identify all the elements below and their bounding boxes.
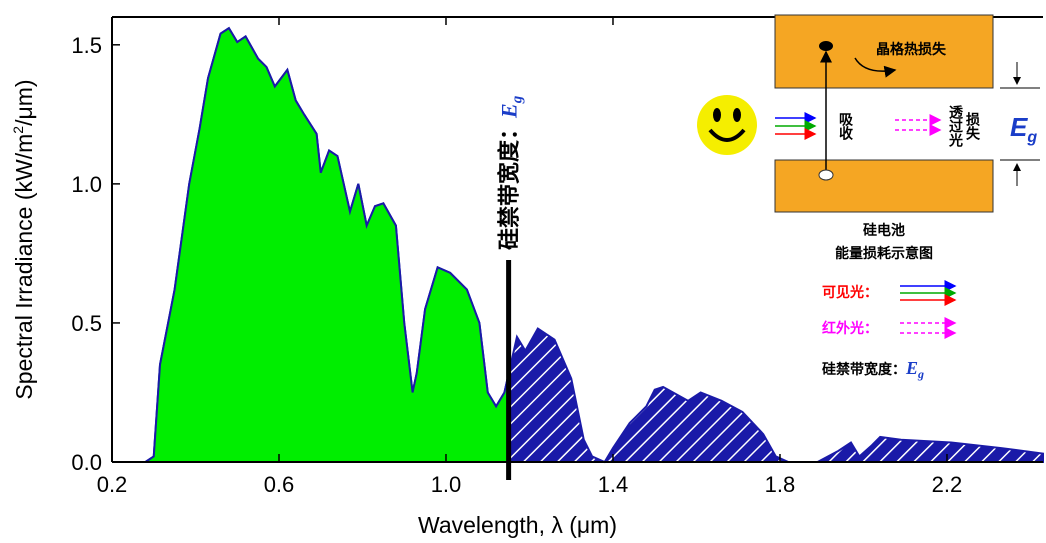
eye [733,108,741,122]
y-tick-label: 1.0 [71,172,102,197]
bandgap-label-text: 硅禁带宽度： [497,118,522,250]
x-tick-label: 1.8 [765,472,796,497]
eg-sub: g [1026,129,1037,146]
y-axis-label-sup: 2 [10,126,26,134]
transmit-label: 损失 [965,111,981,141]
eg-symbol: Eg [1010,112,1037,146]
x-axis-label: Wavelength, λ (μm) [418,512,617,538]
sun-face [697,95,757,155]
eye [713,108,721,122]
x-tick-label: 1.4 [598,472,629,497]
transmit-label: 透过光 [948,105,964,148]
legend-eg-sub: g [917,367,924,381]
legend-bandgap-text: 硅禁带宽度： [822,361,906,377]
legend-eg: E [905,358,918,378]
inset-title: 能量损耗示意图 [835,245,933,261]
hole [819,170,833,180]
y-tick-label: 1.5 [71,33,102,58]
legend-infrared: 红外光： [822,320,878,336]
y-tick-label: 0.0 [71,450,102,475]
y-axis-label-part: /μm) [11,79,37,125]
heat-loss: 晶格热损失 [876,41,947,57]
inset-title: 硅电池 [863,222,905,238]
y-tick-label: 0.5 [71,311,102,336]
bandgap-eg-sub: g [510,95,526,104]
inset: 晶格热损失 吸收 透过光 损失 Eg 硅电池 能量损耗示意图 可见光： 红外光：… [697,15,1040,381]
bandgap-label: 硅禁带宽度：Eg [497,95,526,250]
bandgap-eg: E [497,103,522,119]
chart: 0.20.61.01.41.82.20.00.51.01.5硅禁带宽度：EgWa… [0,0,1046,538]
absorb-label: 吸收 [838,112,854,141]
legend-bandgap: 硅禁带宽度：Eg [822,358,924,381]
eg-main: E [1010,112,1028,142]
legend-visible: 可见光： [822,284,878,300]
x-tick-label: 2.2 [932,472,963,497]
valence-band [775,160,993,212]
x-tick-label: 0.2 [97,472,128,497]
x-tick-label: 0.6 [264,472,295,497]
x-tick-label: 1.0 [431,472,462,497]
y-axis-label-part: Spectral Irradiance (kW/m [11,134,37,400]
electron [819,41,833,51]
y-axis-label: Spectral Irradiance (kW/m2/μm) [10,79,37,399]
